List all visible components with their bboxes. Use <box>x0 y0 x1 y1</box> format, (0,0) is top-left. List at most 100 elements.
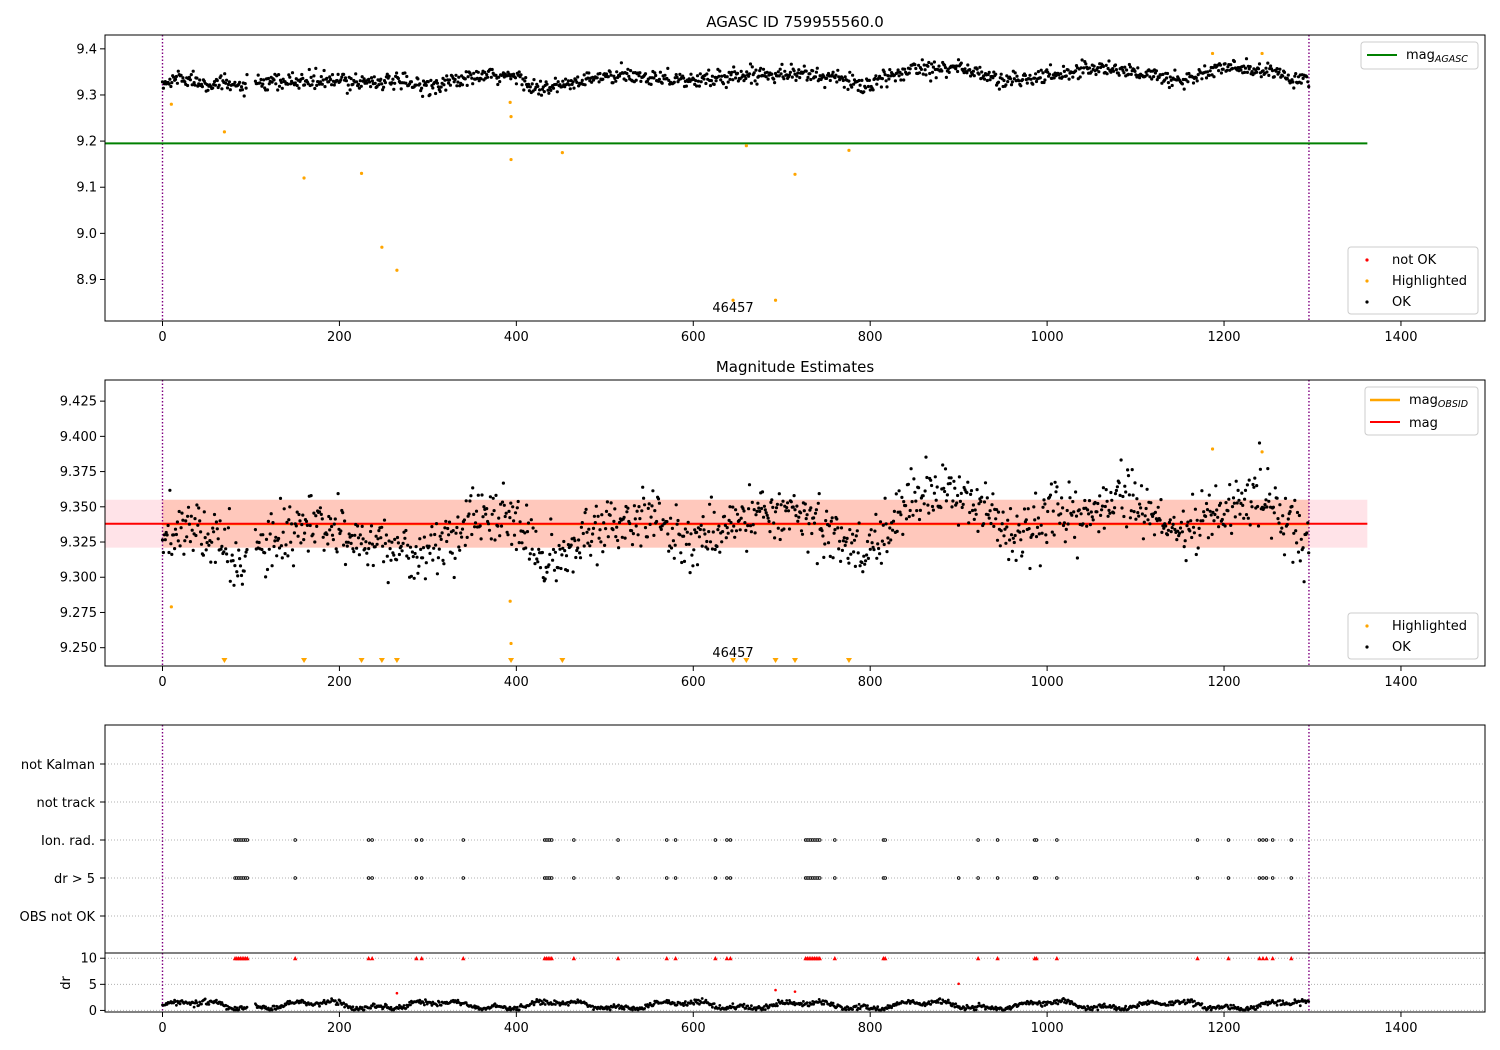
ok-point <box>1165 533 1170 537</box>
ok-point <box>166 523 170 528</box>
ok-point <box>1168 75 1172 79</box>
ok-point <box>1305 531 1309 535</box>
ok-point <box>547 563 551 567</box>
ok-point <box>758 509 762 513</box>
dr-point <box>1167 1003 1170 1007</box>
ok-point <box>328 528 332 532</box>
ok-point <box>1165 71 1170 76</box>
ok-point <box>762 504 767 508</box>
panel2-frame <box>104 379 1486 667</box>
ok-point <box>416 571 420 575</box>
ok-point <box>816 501 820 505</box>
ok-point <box>459 531 463 535</box>
ok-point <box>401 541 405 546</box>
ok-point <box>848 70 852 74</box>
ok-point <box>1049 482 1053 486</box>
ok-point <box>560 85 564 89</box>
ok-point <box>800 532 805 536</box>
ok-point <box>850 541 854 545</box>
dr-point <box>608 1008 612 1012</box>
panel1-points-legend-box <box>1347 246 1479 315</box>
ok-point <box>1191 525 1196 529</box>
ok-point <box>1236 488 1240 492</box>
ok-point <box>632 504 637 508</box>
ok-point <box>1041 71 1045 75</box>
ok-point <box>831 70 835 74</box>
ok-point <box>578 556 583 560</box>
ok-point <box>774 506 779 510</box>
dr-clipped-marker <box>817 956 822 961</box>
ok-point <box>672 556 676 560</box>
ok-point <box>364 540 368 544</box>
panel1-ok-points <box>160 57 1311 98</box>
ok-point <box>821 534 825 538</box>
ok-point <box>1186 520 1190 524</box>
ok-point <box>505 530 509 534</box>
ok-point <box>803 502 807 506</box>
ok-point <box>566 79 571 83</box>
ok-point <box>650 504 654 508</box>
ok-point <box>272 78 276 82</box>
ok-point <box>1100 508 1104 512</box>
dr-point <box>541 1001 545 1004</box>
ok-point <box>958 499 963 503</box>
ok-point <box>243 82 247 86</box>
ok-point <box>717 524 721 528</box>
ok-point <box>486 522 491 526</box>
panel4-ylabel: dr <box>59 976 74 990</box>
ok-point <box>1218 501 1223 505</box>
ok-point <box>967 521 971 525</box>
p2-xtick-label: 1000 <box>1031 675 1064 690</box>
ok-point <box>199 542 204 546</box>
p2-ytick-label: 9.325 <box>60 536 97 551</box>
dr-point <box>698 1002 701 1006</box>
ok-point <box>674 503 678 507</box>
legend2-highlighted-label: Highlighted <box>1392 619 1467 634</box>
highlighted-point <box>847 148 851 152</box>
ok-point <box>177 509 181 514</box>
dr-point <box>767 1005 771 1009</box>
ok-point <box>180 511 184 515</box>
ok-point <box>934 498 938 502</box>
p1-ytick-label: 8.9 <box>76 273 97 288</box>
ok-point <box>263 551 267 555</box>
ok-point <box>690 553 694 557</box>
ok-point <box>219 547 223 551</box>
ok-point <box>168 488 172 492</box>
ok-point <box>1071 500 1075 504</box>
dr-point <box>543 1003 547 1006</box>
ok-point <box>845 536 849 541</box>
ok-point <box>323 85 327 89</box>
ok-point <box>924 73 928 77</box>
ok-point <box>699 80 703 84</box>
ok-point <box>424 561 428 565</box>
ok-point <box>293 81 297 85</box>
dr-point <box>1256 1006 1259 1009</box>
offscale-marker <box>559 658 566 663</box>
ok-point <box>1293 74 1297 78</box>
dr-gt-5-flag-point <box>883 876 887 880</box>
ok-point <box>1091 518 1095 522</box>
ok-point <box>295 83 299 88</box>
ok-point <box>601 550 605 554</box>
ok-point <box>1064 74 1068 78</box>
ok-point <box>300 72 304 77</box>
ok-point <box>319 75 323 79</box>
ok-point <box>886 74 890 78</box>
dr-clipped-marker <box>414 956 419 961</box>
ok-point <box>955 64 959 68</box>
ok-point <box>744 76 748 81</box>
flag-row-label-not-track: not track <box>36 796 95 811</box>
ok-point <box>838 539 842 543</box>
dr-clipped-marker <box>995 956 1000 961</box>
ok-point <box>281 530 285 534</box>
ok-point <box>794 514 798 518</box>
dr-clipped-marker <box>1257 956 1262 961</box>
ok-point <box>1089 70 1093 74</box>
ok-point <box>815 562 819 566</box>
dr-point <box>776 998 780 1002</box>
ok-point <box>1136 510 1140 515</box>
ok-point <box>355 80 359 84</box>
ok-point <box>441 558 445 563</box>
ok-point <box>712 510 716 514</box>
